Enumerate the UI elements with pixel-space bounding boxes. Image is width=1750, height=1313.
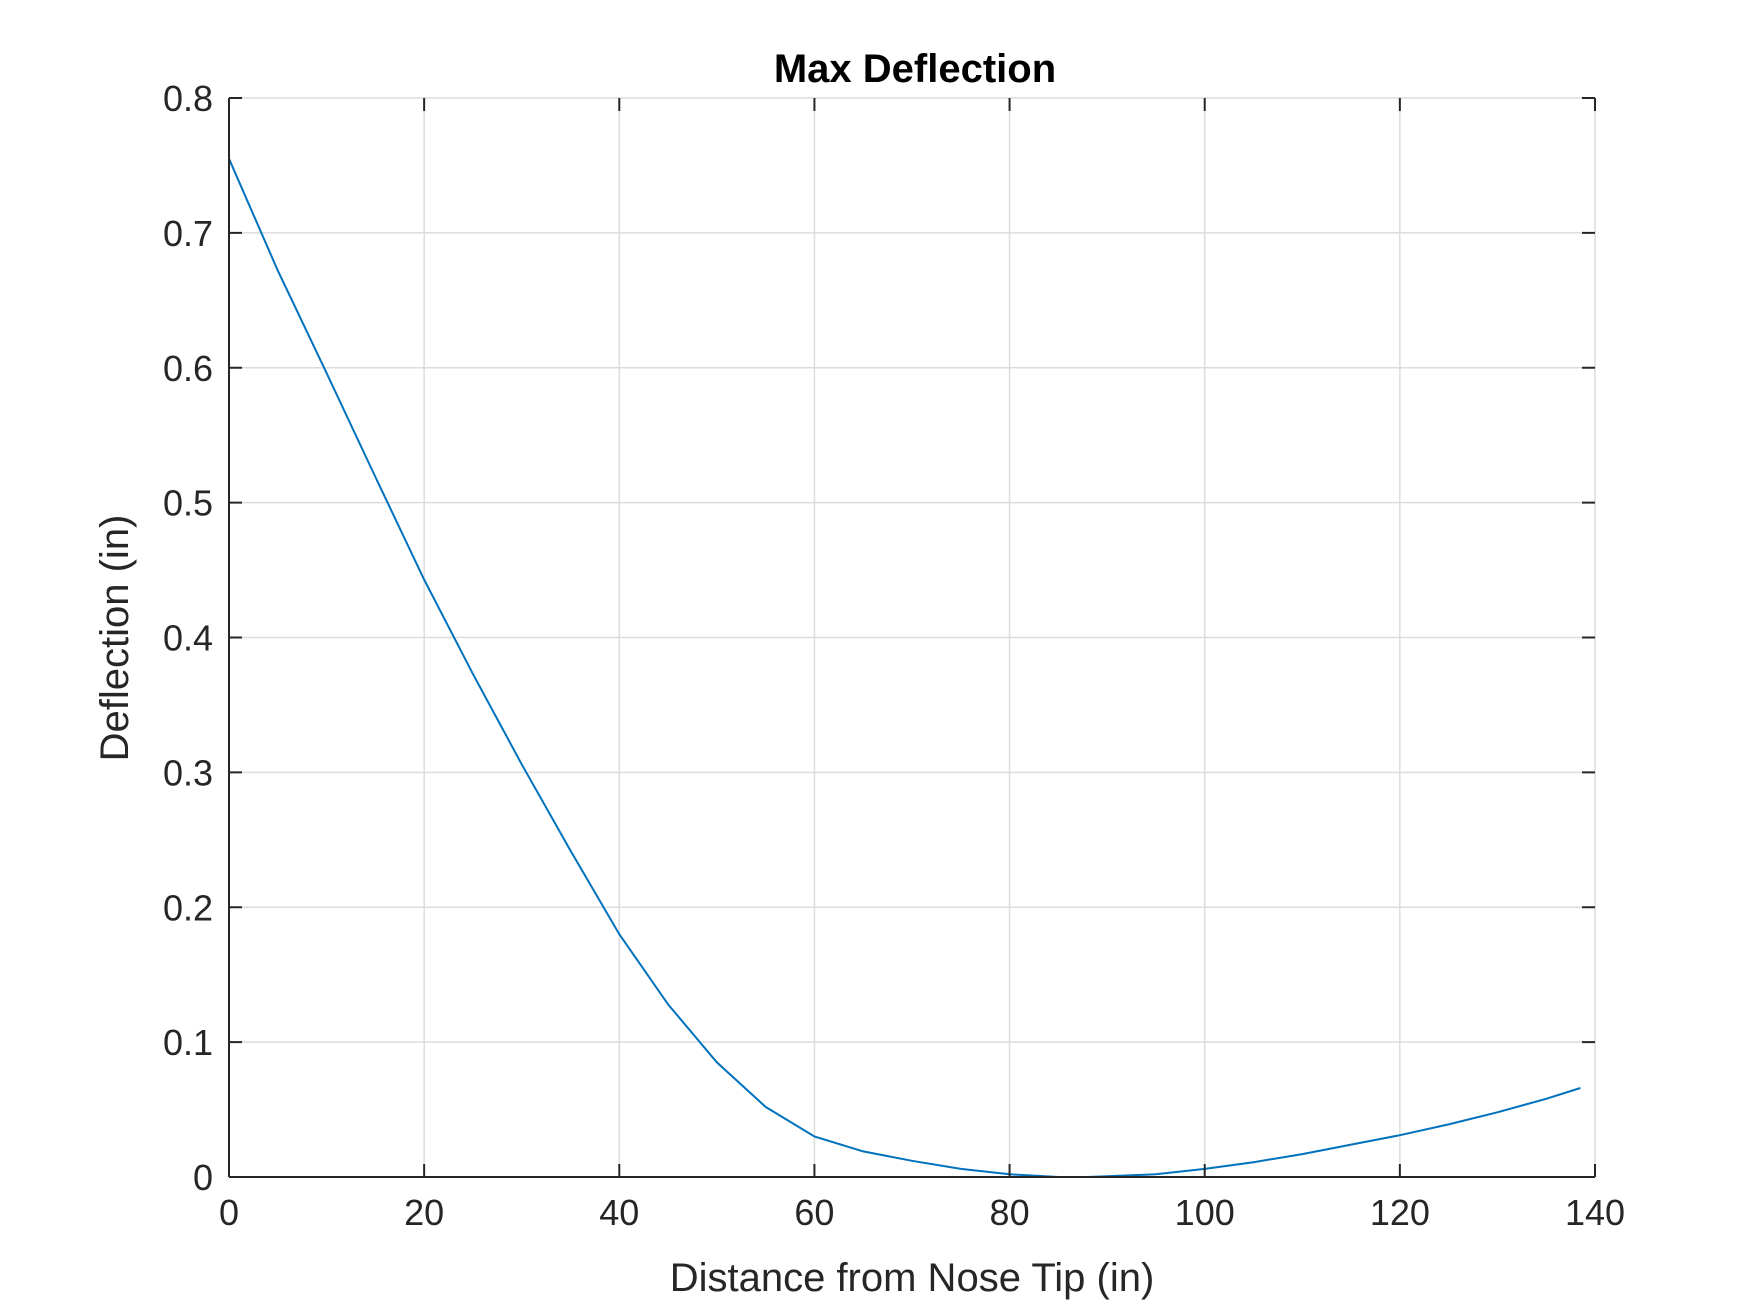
x-axis-label: Distance from Nose Tip (in)	[670, 1256, 1155, 1300]
x-tick-label: 80	[990, 1192, 1030, 1233]
deflection-line	[228, 158, 1581, 1178]
x-tick-label: 100	[1175, 1192, 1235, 1233]
x-tick-label: 20	[404, 1192, 444, 1233]
y-tick-label: 0.2	[163, 887, 213, 928]
y-axis-label: Deflection (in)	[93, 515, 137, 762]
x-tick-label: 0	[219, 1192, 239, 1233]
x-tick-label: 140	[1565, 1192, 1625, 1233]
y-tick-label: 0.7	[163, 213, 213, 254]
x-tick-labels: 0 20 40 60 80 100 120 140	[219, 1192, 1625, 1233]
chart-title: Max Deflection	[774, 47, 1056, 91]
y-tick-label: 0	[193, 1157, 213, 1198]
axes	[228, 97, 1596, 1178]
y-tick-label: 0.1	[163, 1022, 213, 1063]
y-tick-label: 0.5	[163, 483, 213, 524]
grid-lines	[228, 97, 1596, 1178]
y-tick-label: 0.8	[163, 78, 213, 119]
x-tick-label: 120	[1370, 1192, 1430, 1233]
y-tick-label: 0.6	[163, 348, 213, 389]
x-tick-label: 40	[599, 1192, 639, 1233]
y-tick-label: 0.3	[163, 752, 213, 793]
y-tick-labels: 0 0.1 0.2 0.3 0.4 0.5 0.6 0.7 0.8	[163, 78, 213, 1198]
x-tick-label: 60	[794, 1192, 834, 1233]
y-tick-label: 0.4	[163, 618, 213, 659]
